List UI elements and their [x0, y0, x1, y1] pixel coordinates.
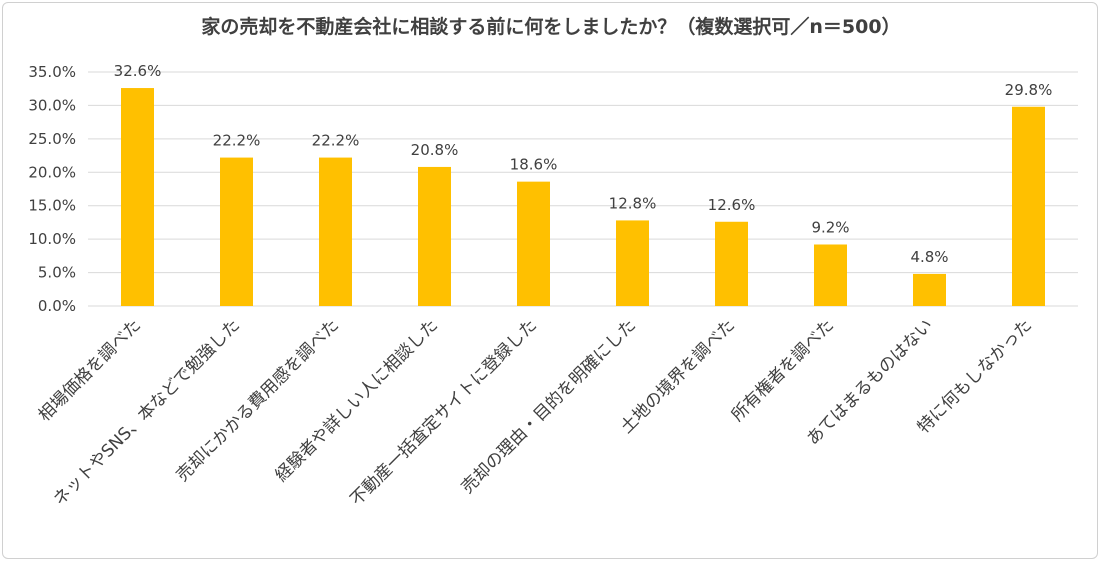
- y-tick-label: 10.0%: [28, 230, 76, 248]
- data-label: 12.8%: [609, 194, 657, 212]
- data-label: 4.8%: [910, 248, 948, 266]
- data-label: 22.2%: [312, 132, 360, 150]
- x-tick-label: 売却の理由・目的を明確にした: [458, 315, 640, 497]
- y-tick-label: 20.0%: [28, 163, 76, 181]
- bar: [814, 244, 847, 306]
- x-axis-labels: 相場価格を調べたネットやSNS、本などで勉強した売却にかかる費用感を調べた経験者…: [35, 315, 1036, 509]
- data-label: 22.2%: [213, 132, 261, 150]
- chart-title: 家の売却を不動産会社に相談する前に何をしましたか？（複数選択可／n＝500）: [201, 16, 901, 38]
- bar: [913, 273, 946, 306]
- x-tick-label: 不動産一括査定サイトに登録した: [347, 315, 541, 509]
- y-axis-ticks: 0.0% 5.0% 10.0% 15.0% 20.0% 25.0% 30.0% 35.0%: [28, 63, 76, 315]
- y-tick-label: 0.0%: [38, 297, 76, 315]
- bar: [319, 157, 352, 306]
- bar: [220, 157, 253, 306]
- y-tick-label: 5.0%: [38, 264, 76, 282]
- bar: [1012, 106, 1045, 306]
- bar: [418, 166, 451, 306]
- data-label: 20.8%: [411, 141, 459, 159]
- data-label: 18.6%: [510, 156, 558, 174]
- y-tick-label: 35.0%: [28, 63, 76, 81]
- bar: [616, 220, 649, 306]
- x-tick-label: 相場価格を調べた: [35, 315, 145, 425]
- y-tick-label: 25.0%: [28, 130, 76, 148]
- bar: [517, 181, 550, 306]
- bars: [121, 88, 1045, 306]
- x-tick-label: ネットやSNS、本などで勉強した: [50, 315, 244, 509]
- data-labels: 32.6% 22.2% 22.2% 20.8% 18.6% 12.8% 12.6% 9.2% 4…: [114, 62, 1053, 266]
- data-label: 9.2%: [811, 218, 849, 236]
- bar: [121, 88, 154, 306]
- data-label: 32.6%: [114, 62, 162, 80]
- y-tick-label: 30.0%: [28, 96, 76, 114]
- bar: [715, 221, 748, 306]
- x-tick-label: 経験者や詳しい人に相談した: [272, 315, 442, 485]
- data-label: 12.6%: [708, 196, 756, 214]
- y-tick-label: 15.0%: [28, 197, 76, 215]
- x-tick-label: 所有権者を調べた: [728, 315, 838, 425]
- data-label: 29.8%: [1005, 81, 1053, 99]
- x-tick-label: 売却にかかる費用感を調べた: [173, 315, 343, 485]
